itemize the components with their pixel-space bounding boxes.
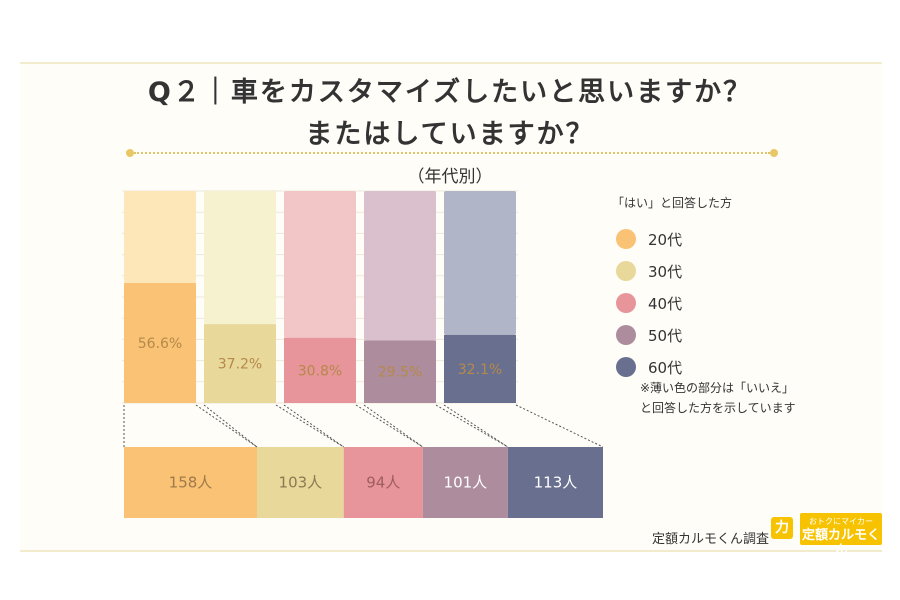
count-segment-50s	[422, 447, 508, 518]
connector-right-20s	[195, 404, 258, 448]
bar-label-20s: 56.6%	[138, 336, 182, 352]
legend-label-40s: 40代	[648, 294, 683, 313]
legend-swatch-30s	[616, 261, 636, 281]
legend-swatch-40s	[616, 293, 636, 313]
bar-label-50s: 29.5%	[378, 365, 422, 381]
legend-note-line1: ※薄い色の部分は「いいえ」	[640, 381, 795, 395]
bar-yes-20s	[124, 283, 196, 403]
count-segment-20s	[124, 447, 258, 518]
connector-left-30s	[203, 404, 258, 448]
count-label-50s: 101人	[444, 474, 488, 492]
legend-label-20s: 20代	[648, 230, 683, 249]
divider-dot-left	[126, 149, 134, 157]
count-label-40s: 94人	[366, 474, 400, 492]
connector-left-60s	[443, 404, 509, 448]
connector-left-40s	[283, 404, 345, 448]
count-segment-30s	[257, 447, 344, 518]
divider-dot-right	[770, 149, 778, 157]
survey-credit: 定額カルモくん調査	[652, 532, 770, 547]
bar-no-60s	[444, 191, 516, 335]
legend-label-30s: 30代	[648, 262, 683, 281]
chart-subtitle: （年代別）	[407, 167, 493, 187]
bar-label-40s: 30.8%	[298, 363, 342, 379]
bar-no-30s	[204, 191, 276, 325]
brand-logo-tagline: おトクにマイカー	[809, 517, 873, 526]
brand-logo: おトクにマイカー 定額カルモくん	[800, 513, 882, 558]
legend-item-50s: 50代	[612, 319, 732, 351]
legend-item-30s: 30代	[612, 255, 732, 287]
connector-right-50s	[435, 404, 509, 448]
divider-dotted-line	[134, 152, 770, 154]
bar-label-30s: 37.2%	[218, 357, 262, 373]
bar-yes-60s	[444, 334, 516, 403]
legend-swatch-50s	[616, 325, 636, 345]
legend-note-line2: と回答した方を示しています	[640, 401, 796, 415]
legend-item-40s: 40代	[612, 287, 732, 319]
legend-note: ※薄い色の部分は「いいえ」 と回答した方を示しています	[640, 378, 796, 418]
bar-label-60s: 32.1%	[458, 362, 502, 378]
bar-no-50s	[364, 191, 436, 341]
brand-mark-icon: 力	[771, 517, 793, 539]
count-segment-40s	[343, 447, 423, 518]
legend: 「はい」と回答した方 20代 30代 40代 50代 60代	[612, 194, 732, 383]
title-divider	[126, 148, 778, 158]
legend-label-60s: 60代	[648, 358, 683, 377]
bar-yes-40s	[284, 337, 356, 403]
connector-right-40s	[355, 404, 424, 448]
bar-no-40s	[284, 191, 356, 338]
chart-title-line2: またはしていますか？	[305, 119, 595, 150]
bar-yes-50s	[364, 340, 436, 403]
brand-logo-name: 定額カルモくん	[801, 528, 880, 558]
bar-no-20s	[124, 191, 196, 284]
legend-title: 「はい」と回答した方	[612, 196, 733, 210]
count-label-30s: 103人	[279, 474, 323, 492]
connector-left-50s	[363, 404, 424, 448]
count-label-20s: 158人	[169, 474, 213, 492]
legend-label-50s: 50代	[648, 326, 683, 345]
count-segment-60s	[507, 447, 603, 518]
connector-right-30s	[275, 404, 344, 448]
connector-right-60s	[515, 404, 604, 448]
legend-item-60s: 60代	[612, 351, 732, 383]
legend-item-20s: 20代	[612, 223, 732, 255]
legend-swatch-60s	[616, 357, 636, 377]
count-label-60s: 113人	[534, 474, 578, 492]
bar-yes-30s	[204, 324, 276, 403]
legend-swatch-20s	[616, 229, 636, 249]
chart-title-line1: Q２｜車をカスタマイズしたいと思いますか？	[147, 77, 753, 108]
